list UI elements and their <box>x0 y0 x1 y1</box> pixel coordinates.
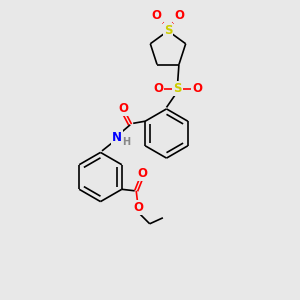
Text: O: O <box>192 82 202 95</box>
Text: O: O <box>153 82 163 95</box>
Text: O: O <box>118 102 128 115</box>
Text: O: O <box>137 167 147 180</box>
Text: S: S <box>173 82 182 95</box>
Text: O: O <box>174 9 184 22</box>
Text: N: N <box>112 131 122 144</box>
Text: S: S <box>164 24 172 38</box>
Text: O: O <box>152 9 162 22</box>
Text: H: H <box>122 137 130 147</box>
Text: O: O <box>133 201 143 214</box>
